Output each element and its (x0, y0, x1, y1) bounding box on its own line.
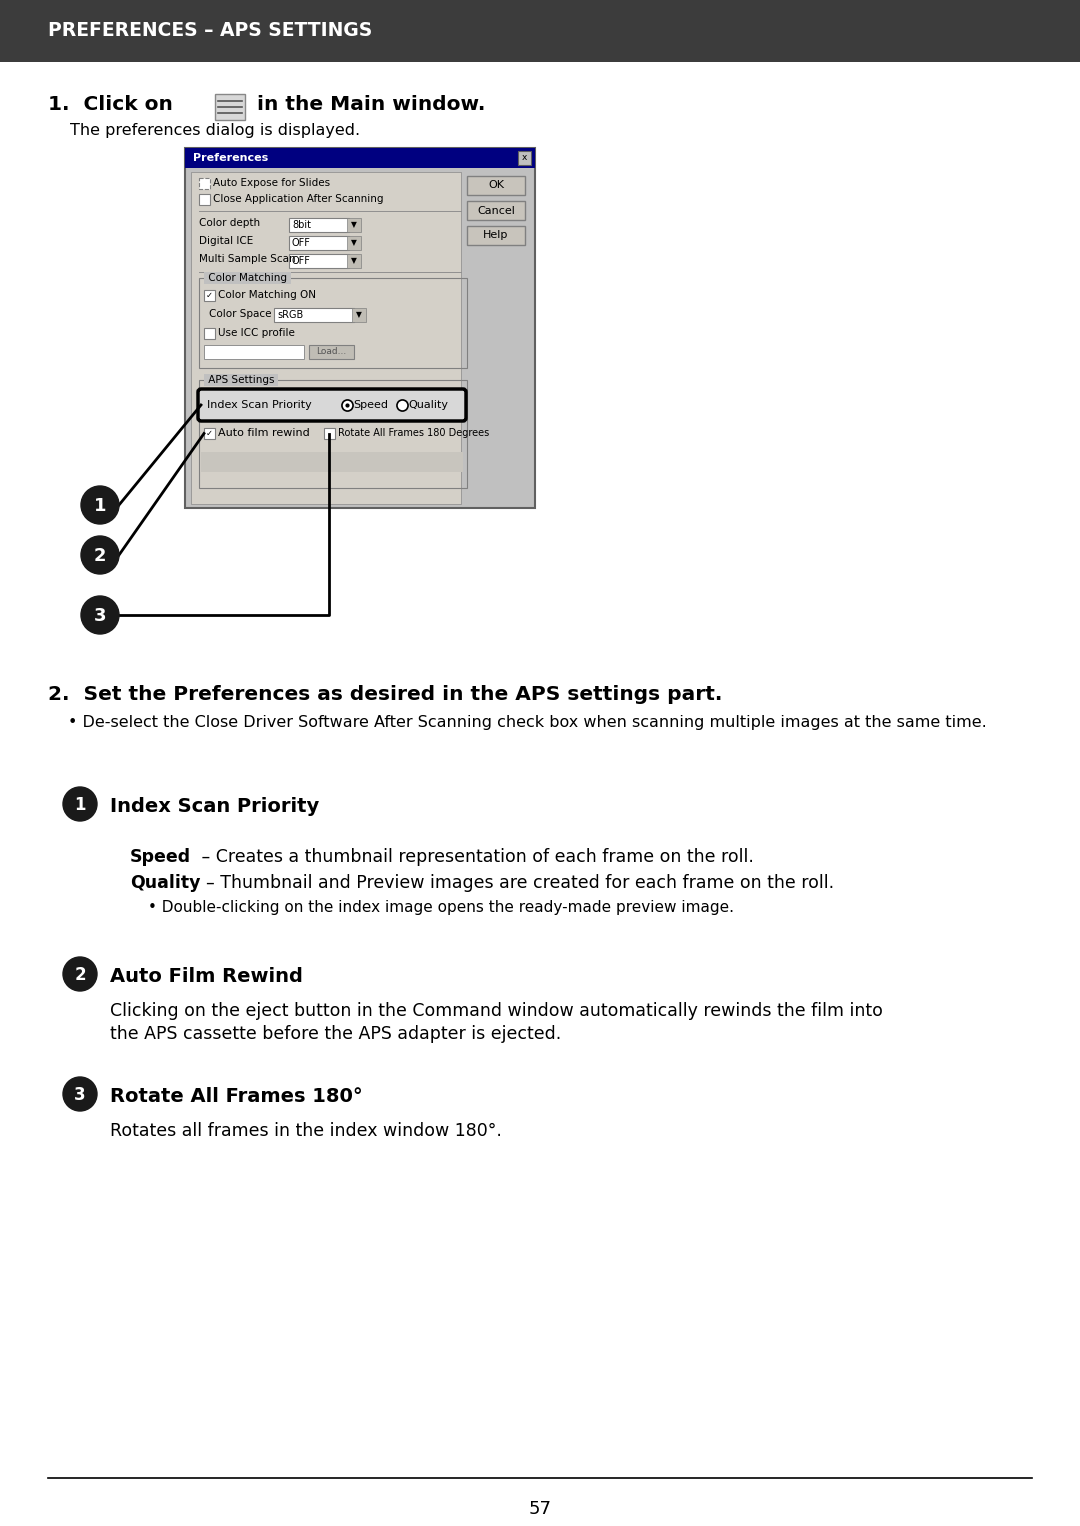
Text: • Double-clicking on the index image opens the ready-made preview image.: • Double-clicking on the index image ope… (148, 900, 734, 916)
Text: – Creates a thumbnail representation of each frame on the roll.: – Creates a thumbnail representation of … (185, 848, 754, 865)
Bar (347, 237, 361, 250)
Text: Digital ICE: Digital ICE (199, 237, 253, 246)
Text: Rotate All Frames 180 Degrees: Rotate All Frames 180 Degrees (338, 429, 489, 438)
Text: 8bit: 8bit (292, 220, 311, 230)
Text: Speed: Speed (130, 848, 191, 865)
Bar (204, 328, 215, 339)
Text: Rotate All Frames 180°: Rotate All Frames 180° (110, 1087, 363, 1106)
Text: OFF: OFF (292, 238, 311, 249)
Text: Clicking on the eject button in the Command window automatically rewinds the fil: Clicking on the eject button in the Comm… (110, 1003, 882, 1019)
Bar (191, 172, 461, 504)
Text: The preferences dialog is displayed.: The preferences dialog is displayed. (70, 124, 360, 137)
Text: ▼: ▼ (351, 220, 356, 229)
Text: OFF: OFF (292, 256, 311, 266)
Text: 57: 57 (528, 1500, 552, 1518)
Text: Cancel: Cancel (477, 206, 515, 215)
Bar (274, 308, 354, 322)
Text: ✓: ✓ (206, 291, 213, 301)
Text: in the Main window.: in the Main window. (249, 95, 485, 114)
Circle shape (81, 485, 119, 523)
Text: Color Space: Color Space (210, 308, 271, 319)
Text: 1: 1 (94, 497, 106, 514)
Text: ▼: ▼ (356, 310, 362, 319)
Bar (199, 194, 210, 204)
Bar (185, 148, 535, 508)
Text: Quality: Quality (130, 874, 201, 893)
Bar (185, 148, 535, 168)
Bar (467, 201, 525, 220)
Text: 2.  Set the Preferences as desired in the APS settings part.: 2. Set the Preferences as desired in the… (48, 685, 723, 703)
Text: 1.  Click on: 1. Click on (48, 95, 173, 114)
Text: Preferences: Preferences (193, 153, 268, 163)
Bar (204, 290, 215, 301)
Bar (324, 427, 335, 439)
Text: 3: 3 (75, 1087, 85, 1103)
FancyBboxPatch shape (198, 389, 465, 421)
Circle shape (63, 957, 97, 990)
Bar (0, 0, 1080, 63)
Text: Help: Help (484, 230, 509, 241)
Bar (199, 380, 467, 488)
Circle shape (81, 536, 119, 574)
Text: – Thumbnail and Preview images are created for each frame on the roll.: – Thumbnail and Preview images are creat… (195, 874, 834, 893)
Text: OK: OK (488, 180, 504, 191)
Bar (347, 218, 361, 232)
Text: Speed: Speed (353, 400, 388, 410)
Text: Index Scan Priority: Index Scan Priority (110, 797, 320, 816)
Bar (215, 95, 245, 121)
Text: Auto Expose for Slides: Auto Expose for Slides (213, 179, 330, 189)
Text: Rotates all frames in the index window 180°.: Rotates all frames in the index window 1… (110, 1122, 502, 1140)
Bar (467, 175, 525, 195)
Text: ▼: ▼ (351, 238, 356, 247)
Text: Load...: Load... (315, 348, 346, 357)
Text: Close Application After Scanning: Close Application After Scanning (213, 194, 383, 204)
Text: Use ICC profile: Use ICC profile (218, 328, 295, 339)
Text: 2: 2 (94, 546, 106, 565)
Text: Index Scan Priority: Index Scan Priority (207, 400, 312, 410)
Text: Multi Sample Scan: Multi Sample Scan (199, 253, 296, 264)
Bar (518, 151, 531, 165)
Text: ▼: ▼ (351, 256, 356, 266)
Circle shape (81, 597, 119, 633)
Text: sRGB: sRGB (276, 310, 303, 320)
Text: the APS cassette before the APS adapter is ejected.: the APS cassette before the APS adapter … (110, 1025, 562, 1042)
Text: Quality: Quality (408, 400, 448, 410)
Text: ✓: ✓ (206, 429, 213, 438)
Text: PREFERENCES – APS SETTINGS: PREFERENCES – APS SETTINGS (48, 21, 373, 41)
Bar (309, 345, 354, 359)
Bar (289, 253, 349, 269)
Bar (199, 179, 210, 189)
Text: x: x (522, 154, 527, 162)
Bar (199, 278, 467, 368)
Text: APS Settings: APS Settings (205, 375, 278, 385)
Circle shape (63, 787, 97, 821)
Bar (204, 427, 215, 439)
Text: Color depth: Color depth (199, 218, 260, 227)
Text: Auto film rewind: Auto film rewind (218, 429, 310, 438)
Bar (289, 218, 349, 232)
Text: 1: 1 (75, 797, 85, 813)
Bar (289, 237, 349, 250)
Text: • De-select the Close Driver Software After Scanning check box when scanning mul: • De-select the Close Driver Software Af… (68, 716, 987, 729)
Bar (467, 226, 525, 246)
Bar (201, 452, 463, 472)
Text: 3: 3 (94, 607, 106, 626)
Bar (204, 345, 303, 359)
Bar (352, 308, 366, 322)
Text: Color Matching: Color Matching (205, 273, 291, 282)
Text: 2: 2 (75, 966, 85, 984)
Bar (347, 253, 361, 269)
Text: Auto Film Rewind: Auto Film Rewind (110, 967, 302, 986)
Circle shape (63, 1077, 97, 1111)
Text: Color Matching ON: Color Matching ON (218, 290, 316, 301)
